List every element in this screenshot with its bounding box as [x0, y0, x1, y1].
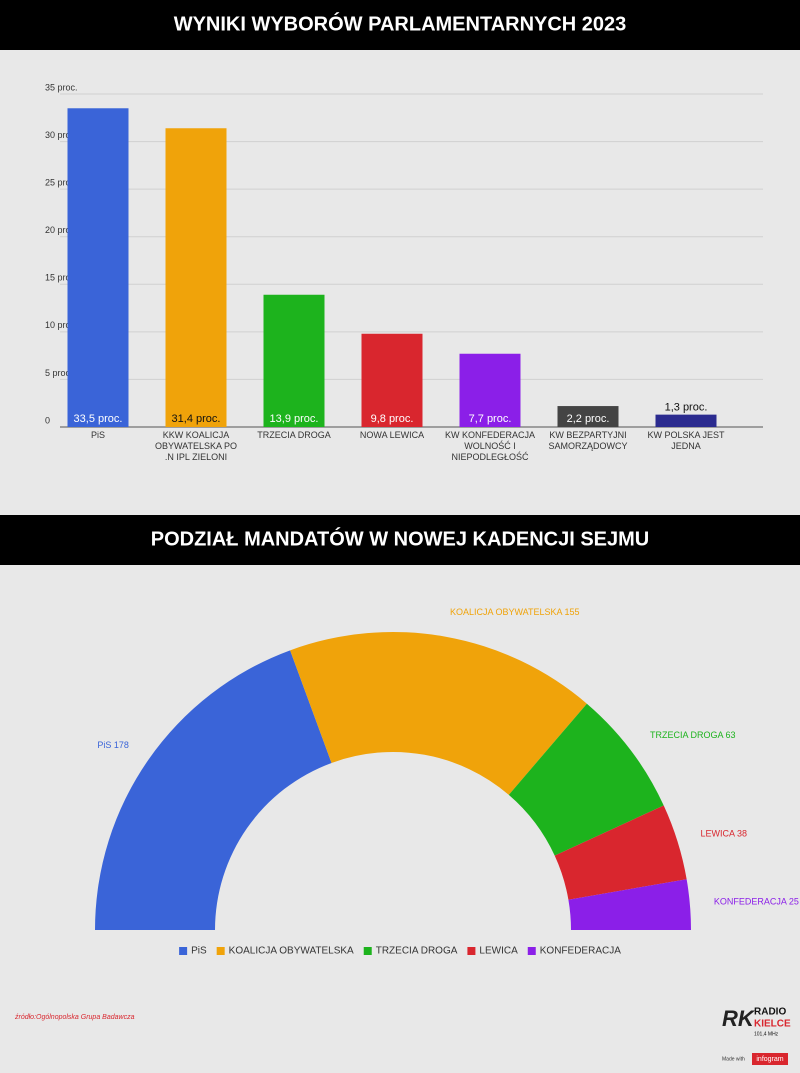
bar	[165, 128, 227, 427]
x-tick-label: KW BEZPARTYJNI SAMORZĄDOWCY	[548, 430, 628, 451]
x-tick-label: KKW KOALICJA OBYWATELSKA PO .N IPL ZIELO…	[154, 430, 238, 462]
y-tick-label: 15 proc.	[45, 273, 78, 283]
data-label: TRZECIA DROGA 63	[650, 730, 736, 740]
y-tick-label: 35 proc.	[45, 82, 78, 92]
bar	[263, 294, 325, 427]
bar	[361, 333, 423, 427]
bar	[67, 108, 129, 428]
legend-swatch	[179, 947, 188, 955]
label-name: TRZECIA DROGA	[650, 730, 724, 740]
slice	[508, 703, 664, 856]
label-name: LEWICA	[701, 829, 736, 839]
x-tick-label: PiS	[90, 430, 105, 440]
data-label: 2,2 proc.	[567, 413, 610, 425]
legend-label: TRZECIA DROGA	[376, 946, 458, 957]
data-label: 9,8 proc.	[371, 413, 414, 425]
data-label: 33,5 proc.	[74, 413, 123, 425]
chart-title: PODZIAŁ MANDATÓW W NOWEJ KADENCJI SEJMU	[151, 526, 650, 550]
x-tick-label: TRZECIA DROGA	[257, 430, 331, 440]
legend-label: LEWICA	[479, 946, 518, 957]
brand: RADIO	[754, 1007, 786, 1018]
label-value: 25	[789, 897, 799, 907]
legend-swatch	[363, 947, 372, 955]
x-tick-label: KW POLSKA JEST JEDNA	[647, 430, 725, 451]
label-name: PiS	[97, 740, 111, 750]
data-label: 1,3 proc.	[665, 402, 708, 414]
data-label: KOALICJA OBYWATELSKA 155	[450, 607, 580, 617]
legend-swatch	[216, 947, 225, 955]
data-label: 31,4 proc.	[172, 413, 221, 425]
tool-badge	[752, 1053, 788, 1065]
y-tick-label: 10 proc.	[45, 320, 78, 330]
x-tick-label: NOWA LEWICA	[359, 430, 425, 440]
tool: infogram	[756, 1056, 783, 1063]
y-tick-label: 30 proc.	[45, 130, 78, 140]
label-value: 38	[737, 829, 747, 839]
logo: RK	[722, 1006, 756, 1031]
legend-label: KONFEDERACJA	[540, 946, 621, 957]
brand: KIELCE	[754, 1019, 791, 1030]
made-with: Made with	[722, 1056, 745, 1062]
header-bar	[0, 0, 800, 50]
label-name: KOALICJA OBYWATELSKA	[450, 607, 563, 617]
label-value: 63	[725, 730, 735, 740]
chart-title: WYNIKI WYBORÓW PARLAMENTARNYCH 2023	[174, 11, 627, 35]
x-tick-label: KW KONFEDERACJA WOLNOŚĆ I NIEPODLEGŁOŚĆ	[444, 430, 535, 462]
bar	[655, 414, 717, 427]
slice	[554, 805, 687, 900]
data-label: LEWICA 38	[701, 829, 748, 839]
bar	[459, 353, 521, 427]
data-label: PiS 178	[97, 740, 129, 750]
legend-swatch	[527, 947, 536, 955]
slice	[95, 650, 332, 930]
header-bar	[0, 515, 800, 565]
slice	[568, 879, 691, 930]
y-tick-label: 25 proc.	[45, 178, 78, 188]
label-name: KONFEDERACJA	[714, 897, 787, 907]
legend-swatch	[467, 947, 476, 955]
data-label: 7,7 proc.	[469, 413, 512, 425]
data-label: KONFEDERACJA 25	[714, 897, 799, 907]
legend: PiS KOALICJA OBYWATELSKA TRZECIA DROGA LEWI…	[179, 946, 621, 957]
slice	[290, 631, 587, 795]
y-tick-label: 0	[45, 415, 50, 425]
y-tick-label: 20 proc.	[45, 225, 78, 235]
frequency: 101,4 MHz	[754, 1031, 779, 1037]
bar	[557, 406, 619, 427]
label-value: 178	[114, 740, 129, 750]
legend-label: PiS	[191, 946, 207, 957]
legend-label: KOALICJA OBYWATELSKA	[229, 946, 354, 957]
label-value: 155	[565, 607, 580, 617]
source: źródło:Ogólnopolska Grupa Badawcza	[14, 1014, 135, 1021]
y-tick-label: 5 proc.	[45, 368, 73, 378]
data-label: 13,9 proc.	[270, 413, 319, 425]
